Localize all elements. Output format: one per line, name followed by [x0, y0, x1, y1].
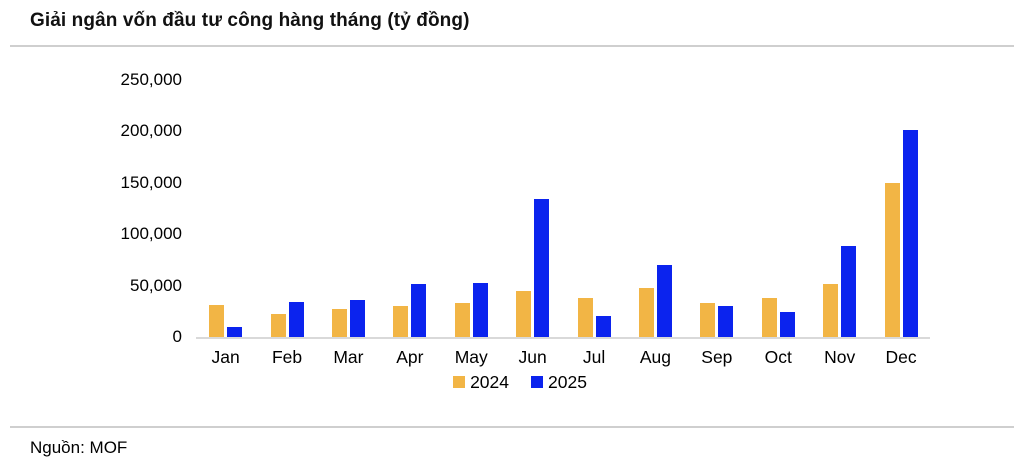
- y-axis-tick-label: 250,000: [120, 70, 182, 89]
- x-axis-tick-label: Nov: [824, 347, 856, 367]
- bar-2024-may: [454, 303, 470, 337]
- bar-2024-oct: [761, 298, 777, 337]
- x-axis-tick-label: Mar: [333, 347, 364, 367]
- bar-2025-sep: [718, 306, 734, 337]
- legend-item-2024: 2024: [453, 372, 509, 393]
- bar-2024-nov: [823, 284, 839, 337]
- bar-2025-oct: [779, 312, 795, 337]
- legend-swatch-icon: [453, 376, 466, 388]
- bar-2024-jun: [516, 291, 532, 337]
- y-axis-tick-label: 50,000: [130, 275, 182, 295]
- x-axis-tick-label: Jun: [518, 347, 547, 367]
- bar-2024-feb: [270, 314, 286, 337]
- bar-2024-aug: [638, 288, 654, 337]
- bar-2024-jan: [209, 305, 225, 337]
- x-axis-tick-label: Dec: [885, 347, 917, 367]
- x-axis-baseline: [196, 337, 930, 339]
- bar-2025-nov: [841, 246, 857, 337]
- bar-2025-apr: [411, 284, 427, 337]
- legend-label: 2025: [548, 371, 587, 392]
- bar-2024-jul: [577, 298, 593, 337]
- footer-divider: [10, 426, 1014, 428]
- bar-2025-may: [472, 283, 488, 337]
- x-axis-tick-label: Feb: [271, 347, 303, 367]
- bar-2024-dec: [884, 183, 900, 337]
- y-axis-tick-label: 150,000: [120, 172, 182, 192]
- legend-swatch-icon: [531, 376, 543, 388]
- x-axis-tick-label: May: [454, 347, 488, 367]
- bar-2024-sep: [700, 303, 716, 337]
- bar-2024-mar: [331, 309, 347, 337]
- bar-2024-apr: [393, 306, 409, 337]
- bar-2025-dec: [902, 130, 918, 337]
- x-axis-tick-label: Aug: [639, 347, 671, 367]
- bar-2025-jul: [595, 316, 611, 337]
- x-axis-tick-label: Jan: [211, 347, 240, 367]
- y-axis-tick-label: 0: [172, 327, 182, 346]
- x-axis-tick-label: Sep: [701, 347, 733, 367]
- legend-label: 2024: [470, 371, 509, 392]
- source-note: Nguồn: MOF: [30, 438, 128, 457]
- legend: 2024 2025: [100, 371, 940, 393]
- bar-2025-jan: [227, 327, 243, 337]
- bar-2025-jun: [534, 199, 550, 337]
- bar-2025-aug: [656, 265, 672, 337]
- title-divider: [10, 45, 1014, 47]
- bar-2025-feb: [288, 302, 304, 337]
- x-axis-tick-label: Oct: [764, 347, 792, 367]
- legend-item-2025: 2025: [531, 372, 587, 393]
- y-axis-tick-label: 100,000: [120, 224, 182, 244]
- plot-area: [196, 80, 930, 339]
- x-axis-tick-label: Jul: [582, 347, 606, 367]
- x-axis-tick-label: Apr: [396, 347, 424, 367]
- y-axis-tick-label: 200,000: [120, 121, 182, 141]
- chart-title: Giải ngân vốn đầu tư công hàng tháng (tỷ…: [30, 10, 470, 31]
- bar-2025-mar: [349, 300, 365, 337]
